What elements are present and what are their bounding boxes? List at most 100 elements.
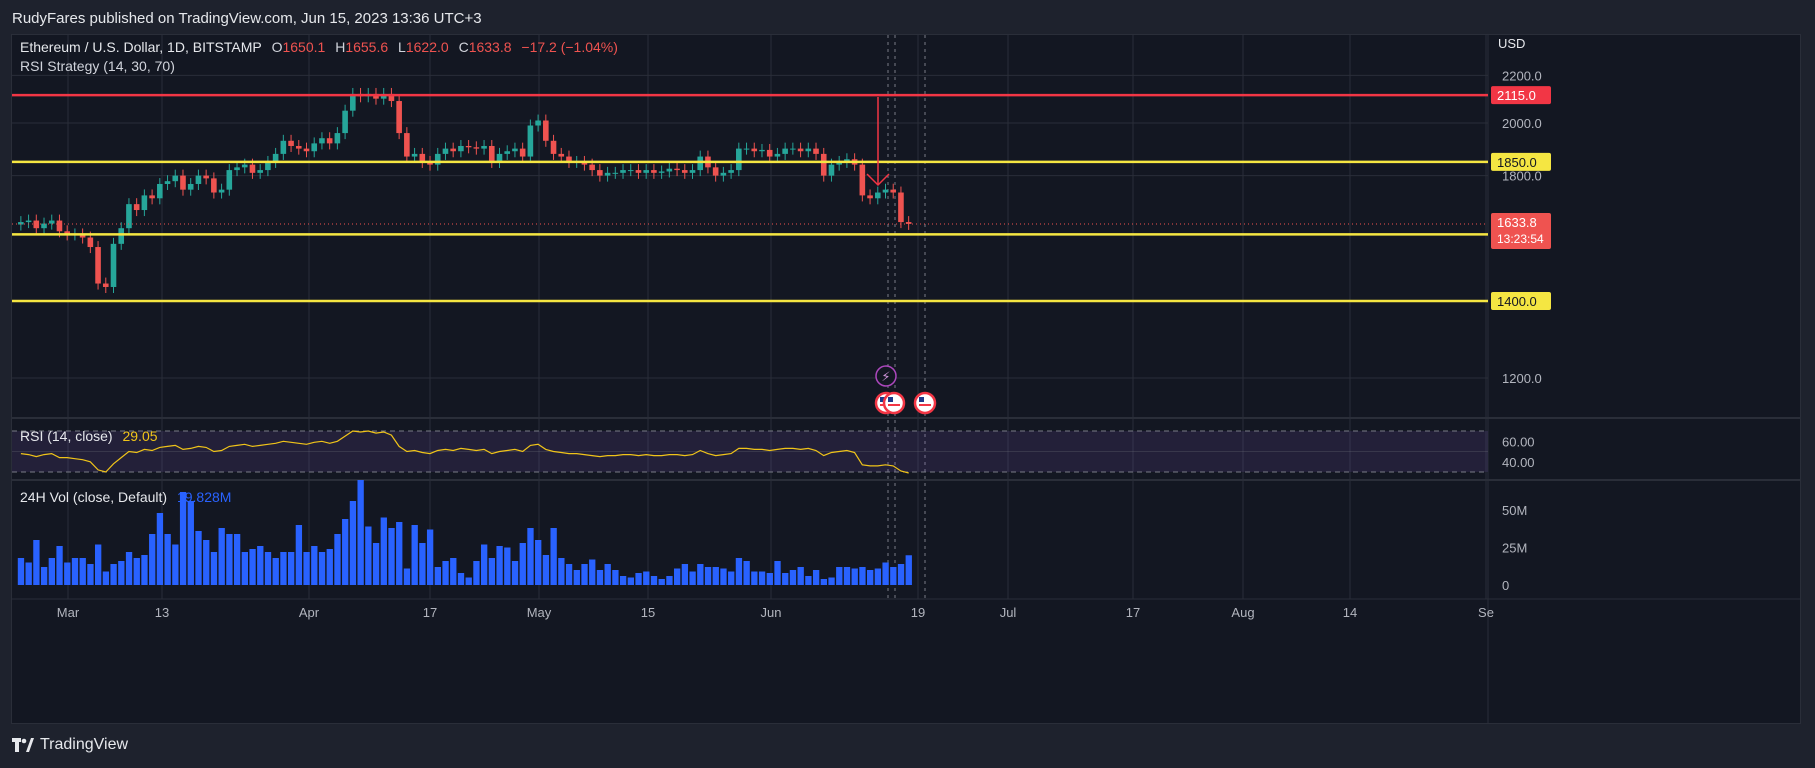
strategy-legend[interactable]: RSI Strategy (14, 30, 70) (20, 58, 181, 74)
candle (149, 195, 155, 199)
volume-bar (419, 543, 426, 585)
candle (581, 161, 588, 165)
volume-bar (681, 564, 689, 585)
change-value: −17.2 (−1.04%) (521, 39, 618, 55)
volume-bar (658, 579, 665, 585)
volume-bar (720, 568, 727, 585)
volume-bar (349, 501, 357, 585)
candle (766, 149, 773, 157)
rsi-label[interactable]: RSI (14, close) (20, 428, 113, 444)
candle (519, 148, 526, 157)
volume-bar (141, 555, 148, 585)
tradingview-brand[interactable]: TradingView (12, 736, 128, 754)
volume-bar (851, 568, 858, 585)
candle (535, 120, 541, 126)
candle (180, 175, 186, 190)
candle (790, 148, 796, 150)
flag-canton (888, 397, 893, 402)
candle (25, 220, 32, 223)
volume-bar (689, 571, 696, 585)
time-tick-label: Jul (1000, 605, 1017, 620)
candle (411, 153, 418, 157)
volume-bar (442, 561, 449, 585)
candle (234, 167, 240, 171)
candle (272, 153, 279, 162)
volume-bar (288, 552, 295, 585)
volume-bar (774, 561, 781, 585)
volume-label[interactable]: 24H Vol (close, Default) (20, 489, 168, 505)
candle (828, 164, 835, 176)
volume-bar (79, 558, 86, 585)
candle (527, 125, 534, 157)
candle (404, 133, 410, 157)
volume-bar (805, 576, 812, 585)
volume-bar (735, 558, 743, 585)
candle (218, 189, 225, 193)
volume-bar (527, 528, 534, 585)
volume-bar (249, 549, 256, 585)
low-value: 1622.0 (405, 39, 449, 55)
chart-canvas[interactable]: Mar 13 Apr 17 May 15 Jun 19 Jul 17 Aug 14 Se 1200.0 18… (12, 35, 1800, 723)
candle (102, 283, 109, 287)
chart-area[interactable]: Mar 13 Apr 17 May 15 Jun 19 Jul 17 Aug 14 Se 1200.0 18… (11, 34, 1801, 724)
time-tick-label: 13 (155, 605, 169, 620)
candle (597, 170, 603, 176)
volume-value: 19.828M (176, 489, 232, 505)
volume-bar (434, 567, 441, 585)
candle (558, 153, 565, 157)
volume-bar (511, 561, 519, 585)
brand-name: TradingView (40, 736, 129, 753)
volume-bar (743, 561, 750, 585)
candle (797, 148, 804, 152)
candle (303, 148, 310, 152)
volume-tick-label: 50M (1502, 503, 1527, 518)
symbol-label[interactable]: Ethereum / U.S. Dollar, 1D, BITSTAMP (20, 39, 262, 55)
candle (56, 220, 63, 232)
price-tick-label: 2200.0 (1502, 68, 1542, 83)
candle (95, 247, 101, 284)
volume-bar (56, 546, 63, 585)
volume-bar (33, 540, 40, 585)
candle (736, 148, 742, 171)
volume-bar (342, 519, 349, 585)
volume-bar (372, 543, 380, 585)
candle (350, 93, 356, 111)
volume-bar (164, 534, 171, 585)
volume-bar (882, 562, 889, 585)
candle (728, 170, 734, 173)
volume-bar (133, 558, 140, 585)
candle (751, 148, 758, 152)
candle (627, 170, 634, 172)
candle (643, 170, 649, 173)
candle (681, 170, 688, 173)
candle (759, 149, 765, 152)
volume-bar (828, 577, 835, 585)
candle (157, 183, 163, 199)
volume-bar (519, 543, 526, 585)
volume-bar (890, 567, 897, 585)
time-tick-label: 17 (423, 605, 437, 620)
volume-bar (874, 568, 882, 585)
volume-bar (550, 528, 557, 585)
time-tick-label: 17 (1126, 605, 1140, 620)
volume-bar (179, 492, 187, 585)
candle (612, 172, 619, 174)
strategy-label[interactable]: RSI Strategy (14, 30, 70) (20, 58, 175, 74)
level-badge-label: 1400.0 (1497, 294, 1537, 309)
volume-bar (473, 561, 480, 585)
candle (712, 167, 719, 176)
candle (427, 161, 433, 165)
volume-bar (334, 534, 341, 585)
open-value: 1650.1 (282, 39, 326, 55)
candle (496, 153, 503, 162)
flag-canton (919, 397, 924, 402)
candle (720, 172, 727, 176)
level-badge (1491, 292, 1551, 311)
volume-tick-label: 25M (1502, 541, 1527, 556)
time-tick-label: Mar (57, 605, 80, 620)
volume-legend[interactable]: 24H Vol (close, Default) 19.828M (20, 489, 237, 505)
candle (898, 192, 904, 223)
candle (905, 222, 912, 224)
rsi-legend[interactable]: RSI (14, close) 29.05 (20, 428, 164, 444)
volume-bar (226, 534, 233, 585)
